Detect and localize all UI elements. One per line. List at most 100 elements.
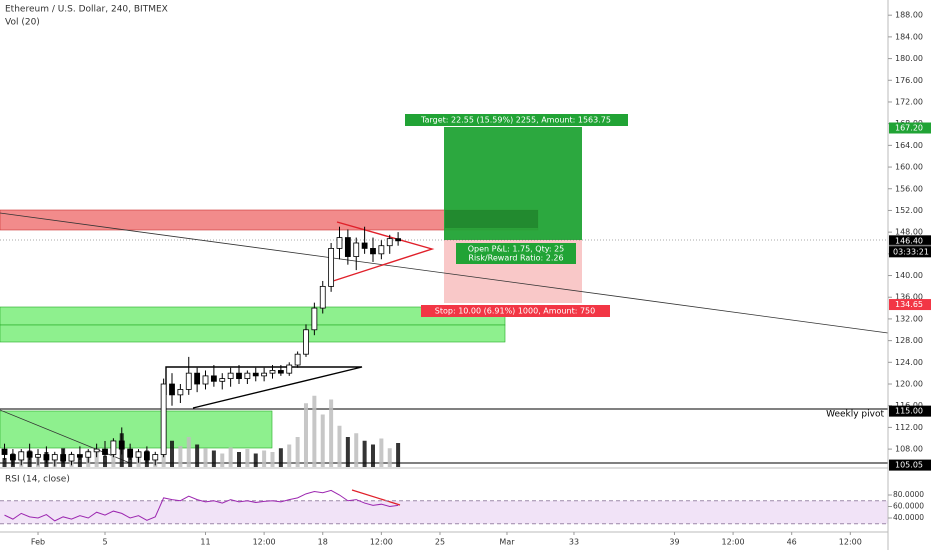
candle-body <box>76 454 83 458</box>
price-label-box <box>889 459 931 471</box>
stop-label: Stop: 10.00 (6.91%) 1000, Amount: 750 <box>435 307 595 316</box>
candle-body <box>286 364 293 374</box>
volume-bar <box>77 455 82 467</box>
target-label: Target: 22.55 (15.59%) 2255, Amount: 156… <box>420 116 611 125</box>
candle-body <box>370 248 376 255</box>
volume-bar <box>94 452 99 467</box>
candle-body <box>110 440 117 455</box>
volume-bar <box>396 443 401 467</box>
candle-body <box>26 451 33 458</box>
price-label: 115.00 <box>895 407 923 416</box>
candle-body <box>127 448 134 458</box>
y-tick-label: 136.00 <box>895 293 923 302</box>
candle-body <box>328 248 335 287</box>
candle-body <box>303 329 309 355</box>
rsi-tick-label: 40.0000 <box>893 513 924 522</box>
candle-body <box>194 372 201 385</box>
y-tick-label: 172.00 <box>895 97 923 106</box>
volume-bar <box>362 440 367 467</box>
x-tick-label: Feb <box>31 538 45 547</box>
countdown: 03:33:21 <box>893 247 929 256</box>
volume-bar <box>295 437 300 467</box>
y-tick-label: 188.00 <box>895 11 923 20</box>
support-zone <box>0 410 273 449</box>
candle-body <box>277 370 284 374</box>
y-tick-label: 128.00 <box>895 336 923 345</box>
candle-body <box>185 372 192 390</box>
volume-bar <box>278 448 283 467</box>
y-tick-label: 160.00 <box>895 163 923 172</box>
volume-bar <box>303 403 308 467</box>
x-tick-label: 12:00 <box>370 538 393 547</box>
price-label-box <box>889 235 931 247</box>
candle-body <box>9 454 16 461</box>
candle-body <box>261 372 268 377</box>
pnl-label-box <box>456 243 576 264</box>
y-tick-label: 148.00 <box>895 228 923 237</box>
price-label: 146.40 <box>895 236 923 245</box>
candle-body <box>353 242 360 257</box>
price-label-box <box>889 299 931 311</box>
y-tick-label: 156.00 <box>895 184 923 193</box>
x-tick-label: 33 <box>569 538 579 547</box>
candle-body <box>244 372 251 379</box>
volume-bar <box>345 437 350 467</box>
volume-bar <box>270 452 275 467</box>
y-tick-label: 164.00 <box>895 141 923 150</box>
volume-bar <box>186 437 191 467</box>
volume-bar <box>287 444 292 467</box>
candle-body <box>361 242 368 249</box>
volume-bar <box>203 448 208 467</box>
volume-bar <box>2 458 7 467</box>
price-label: 167.20 <box>895 124 923 133</box>
x-tick-label: 18 <box>318 538 328 547</box>
candle-body <box>35 454 41 458</box>
candle-body <box>169 383 175 396</box>
volume-bar <box>170 440 175 467</box>
volume-bar <box>236 452 241 467</box>
rr-label: Risk/Reward Ratio: 2.26 <box>468 254 563 263</box>
candle-body <box>118 440 125 450</box>
x-tick-label: 25 <box>435 538 445 547</box>
candle-body <box>135 451 142 458</box>
candle-body <box>102 448 108 455</box>
volume-bar <box>354 433 359 467</box>
candle-body <box>51 454 58 461</box>
candle-body <box>43 454 50 461</box>
pnl-label: Open P&L: 1.75, Qty: 25 <box>468 245 565 254</box>
volume-bar <box>228 447 233 467</box>
x-tick-label: 39 <box>669 538 679 547</box>
candle-body <box>60 454 67 462</box>
price-label: 105.05 <box>895 461 923 470</box>
x-tick-label: 12:00 <box>839 538 862 547</box>
candle-body <box>68 454 75 462</box>
rsi-tick-label: 60.0000 <box>893 501 924 510</box>
candle-body <box>378 245 385 255</box>
chart-title: Ethereum / U.S. Dollar, 240, BITMEX <box>5 5 168 15</box>
candle-body <box>311 307 318 331</box>
y-tick-label: 152.00 <box>895 206 923 215</box>
volume-bar <box>370 444 375 467</box>
x-tick-label: 46 <box>787 538 797 547</box>
volume-bar <box>387 448 392 467</box>
volume-bar <box>329 399 334 467</box>
volume-bar <box>211 450 216 467</box>
candle-body <box>202 375 209 385</box>
volume-bar <box>253 453 258 467</box>
price-label-box <box>889 122 931 134</box>
symmetric-triangle <box>329 221 435 283</box>
pivot-label: Weekly pivot <box>826 410 884 420</box>
candle-body <box>219 378 226 382</box>
trend-line <box>0 409 131 464</box>
y-tick-label: 132.00 <box>895 314 923 323</box>
rsi-divergence <box>351 489 401 506</box>
y-tick-label: 140.00 <box>895 271 923 280</box>
volume-bar <box>320 414 325 467</box>
volume-bar <box>312 395 317 467</box>
volume-bar <box>178 446 183 467</box>
candle-body <box>252 372 259 377</box>
volume-bar <box>195 444 200 467</box>
candle-body <box>143 451 150 461</box>
x-tick-label: 12:00 <box>722 538 745 547</box>
volume-bar <box>103 455 108 467</box>
